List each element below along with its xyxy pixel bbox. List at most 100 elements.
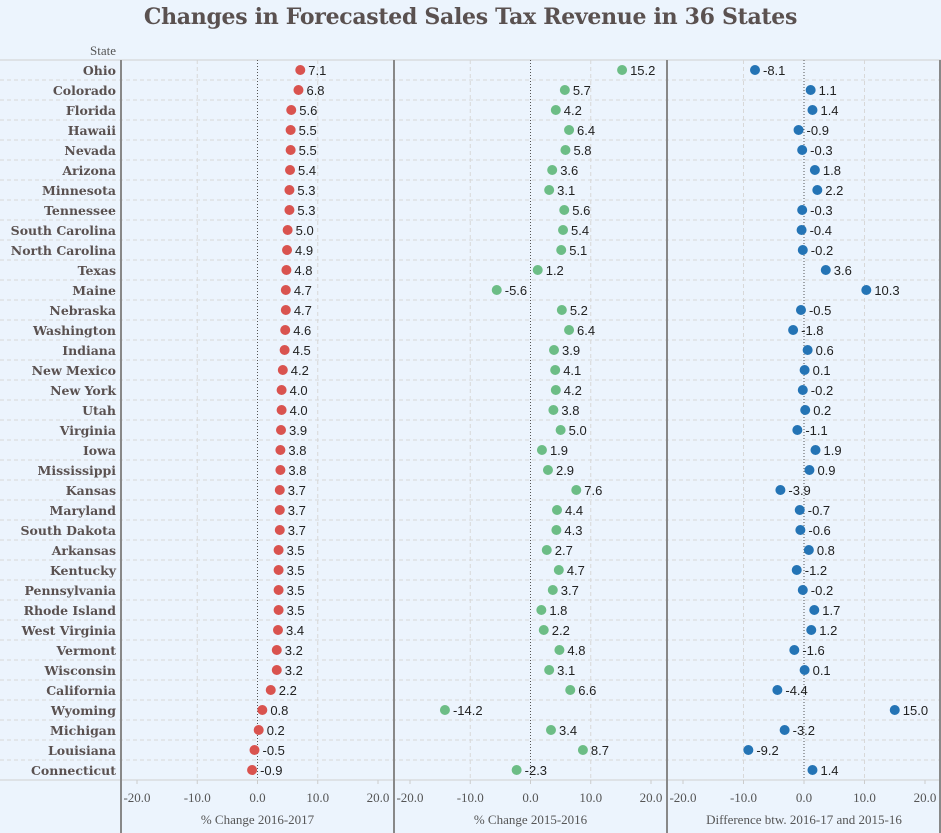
- data-label: -0.2: [811, 583, 833, 598]
- data-point: [544, 665, 555, 675]
- data-point: [799, 365, 810, 375]
- data-point: [550, 105, 561, 115]
- data-point: [807, 765, 818, 775]
- data-point: [577, 745, 588, 755]
- data-label: 4.6: [293, 323, 311, 338]
- data-label: 1.4: [820, 103, 838, 118]
- data-label: 6.6: [578, 683, 596, 698]
- data-label: -0.9: [260, 763, 282, 778]
- state-label: Pennsylvania: [24, 583, 116, 598]
- data-point: [548, 345, 559, 355]
- data-point: [560, 145, 571, 155]
- x-tick-label: 20.0: [640, 790, 663, 805]
- x-axis-title: Difference btw. 2016-17 and 2015-16: [706, 812, 902, 827]
- data-label: 4.0: [290, 403, 308, 418]
- data-label: 5.0: [569, 423, 587, 438]
- data-label: -1.1: [805, 423, 827, 438]
- state-label: Arizona: [61, 163, 116, 178]
- data-label: 5.8: [573, 143, 591, 158]
- data-label: 5.6: [299, 103, 317, 118]
- data-point: [281, 265, 292, 275]
- x-tick-label: 0.0: [796, 790, 812, 805]
- data-label: 4.8: [567, 643, 585, 658]
- data-point: [511, 765, 522, 775]
- data-label: 6.4: [577, 323, 595, 338]
- data-point: [556, 245, 567, 255]
- data-label: 1.4: [820, 763, 838, 778]
- state-label: Mississippi: [38, 463, 117, 478]
- data-label: 5.4: [571, 223, 589, 238]
- data-point: [532, 265, 543, 275]
- data-label: 15.0: [903, 703, 928, 718]
- data-label: 5.3: [297, 183, 315, 198]
- data-label: 5.5: [299, 123, 317, 138]
- data-point: [797, 385, 808, 395]
- data-label: 0.8: [817, 543, 835, 558]
- data-point: [559, 85, 570, 95]
- data-point: [280, 285, 291, 295]
- data-point: [277, 365, 288, 375]
- data-point: [280, 325, 291, 335]
- data-label: 3.9: [289, 423, 307, 438]
- data-point: [800, 405, 811, 415]
- data-point: [536, 605, 547, 615]
- data-point: [743, 745, 754, 755]
- data-label: 2.2: [279, 683, 297, 698]
- data-label: -4.4: [785, 683, 807, 698]
- data-label: 3.6: [834, 263, 852, 278]
- state-label: Iowa: [83, 443, 116, 458]
- data-point: [861, 285, 872, 295]
- data-point: [809, 605, 820, 615]
- data-label: -0.5: [262, 743, 284, 758]
- state-label: South Dakota: [21, 523, 116, 538]
- data-label: 6.8: [306, 83, 324, 98]
- data-point: [820, 265, 831, 275]
- data-point: [265, 685, 276, 695]
- data-point: [749, 65, 760, 75]
- data-point: [551, 525, 562, 535]
- data-label: 4.1: [563, 363, 581, 378]
- data-point: [249, 745, 260, 755]
- data-point: [279, 345, 290, 355]
- data-label: -3.2: [793, 723, 815, 738]
- data-point: [797, 205, 808, 215]
- data-point: [779, 725, 790, 735]
- data-label: 2.2: [552, 623, 570, 638]
- data-point: [565, 685, 576, 695]
- data-point: [295, 65, 306, 75]
- data-label: 2.7: [555, 543, 573, 558]
- data-label: 1.7: [822, 603, 840, 618]
- data-point: [775, 485, 786, 495]
- data-label: 3.9: [562, 343, 580, 358]
- state-label: Louisiana: [48, 743, 116, 758]
- data-label: 1.2: [546, 263, 564, 278]
- data-point: [793, 125, 804, 135]
- data-point: [571, 485, 582, 495]
- data-point: [554, 645, 565, 655]
- data-label: 0.9: [817, 463, 835, 478]
- data-label: 3.2: [285, 663, 303, 678]
- data-label: -0.5: [809, 303, 831, 318]
- x-tick-label: 10.0: [853, 790, 876, 805]
- data-label: 3.7: [288, 503, 306, 518]
- data-point: [802, 345, 813, 355]
- data-label: 3.4: [286, 623, 304, 638]
- state-label: Tennessee: [44, 203, 116, 218]
- data-label: 3.5: [287, 583, 305, 598]
- data-point: [794, 505, 805, 515]
- data-point: [293, 85, 304, 95]
- data-point: [792, 425, 803, 435]
- state-label: Arkansas: [51, 543, 116, 558]
- data-point: [273, 565, 284, 575]
- data-label: 3.4: [559, 723, 577, 738]
- data-label: 0.6: [816, 343, 834, 358]
- data-point: [559, 205, 570, 215]
- data-point: [556, 305, 567, 315]
- data-point: [284, 185, 295, 195]
- data-point: [273, 605, 284, 615]
- data-point: [257, 705, 268, 715]
- state-label: Indiana: [62, 343, 116, 358]
- data-label: 1.9: [550, 443, 568, 458]
- data-label: 5.7: [573, 83, 591, 98]
